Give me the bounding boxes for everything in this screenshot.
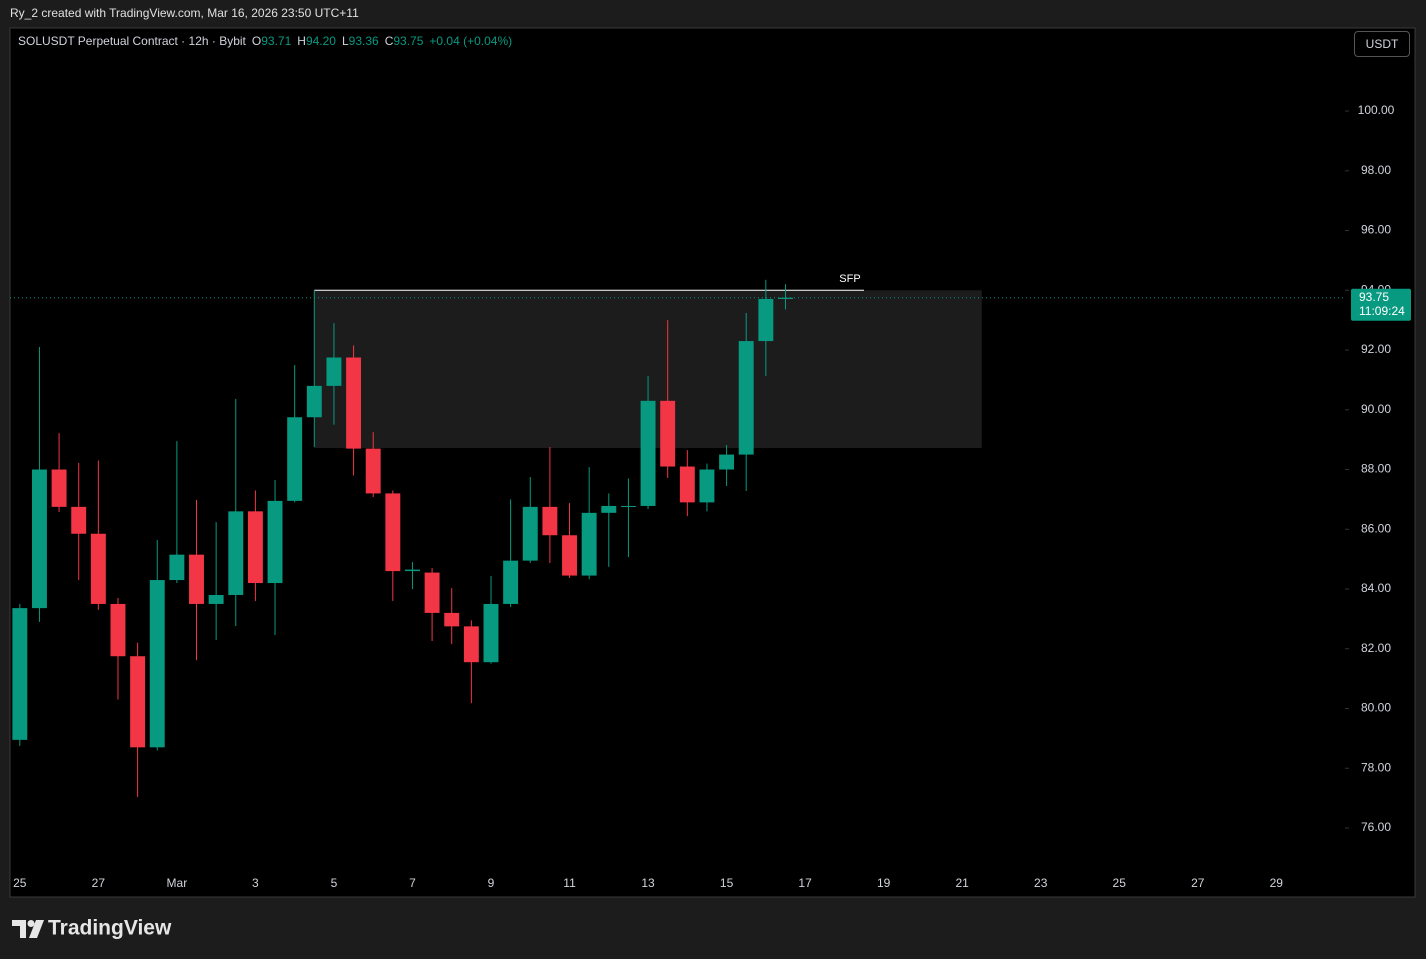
x-tick-label: 15: [720, 876, 734, 890]
candle-body: [424, 572, 440, 613]
candle-body: [562, 535, 577, 576]
y-tick-label: 86.00: [1361, 521, 1391, 535]
candle-body: [346, 357, 362, 449]
candle-body: [228, 511, 244, 595]
y-tick-label: 96.00: [1361, 223, 1391, 237]
change: +0.04 (+0.04%): [429, 34, 513, 48]
symbol: SOLUSDT Perpetual Contract · 12h · Bybit: [18, 34, 246, 48]
candle-body: [169, 554, 185, 581]
candle-body: [463, 626, 479, 663]
x-tick-label: 9: [488, 876, 495, 890]
x-tick-label: 27: [1191, 876, 1205, 890]
ohlc-key: L: [341, 34, 349, 48]
candle-body: [267, 500, 283, 584]
candle-body: [405, 569, 420, 572]
candle-body: [31, 469, 47, 609]
candle-body: [247, 511, 263, 584]
x-tick-label: 25: [1113, 876, 1127, 890]
candle-body: [719, 454, 735, 470]
y-tick-label: 98.00: [1361, 163, 1391, 177]
sfp-label: SFP: [839, 273, 860, 285]
candle-body: [522, 506, 538, 561]
y-tick-label: 80.00: [1361, 701, 1391, 715]
candle-body: [679, 466, 695, 503]
x-tick-label: 19: [877, 876, 891, 890]
y-tick-label: 84.00: [1361, 581, 1391, 595]
y-tick-label: 76.00: [1361, 820, 1391, 834]
x-tick-label: 5: [331, 876, 338, 890]
legend: SOLUSDT Perpetual Contract · 12h · Bybit…: [18, 34, 512, 48]
y-tick-label: 82.00: [1361, 641, 1391, 655]
candle-body: [12, 608, 28, 740]
y-tick-label: 92.00: [1361, 342, 1391, 356]
candle-body: [483, 603, 499, 663]
candle-body: [620, 505, 636, 507]
candle-body: [778, 297, 793, 299]
candle-body: [385, 493, 401, 572]
ohlc-value: 93.75: [393, 34, 424, 48]
price-tag: [1351, 288, 1411, 321]
candle-body: [542, 506, 558, 536]
candle-body: [699, 469, 715, 503]
x-tick-label: 13: [641, 876, 655, 890]
brand-name: TradingView: [48, 917, 172, 940]
x-tick-label: 11: [563, 876, 576, 890]
candle-body: [208, 594, 224, 604]
candle-body: [110, 603, 126, 657]
x-tick-label: 25: [13, 876, 27, 890]
ohlc-value: 93.36: [348, 34, 379, 48]
chart-frame: [9, 27, 1416, 898]
x-tick-label: 7: [409, 876, 416, 890]
x-tick-label: 23: [1034, 876, 1048, 890]
candle-body: [640, 400, 656, 506]
candle-body: [130, 656, 146, 748]
candle-body: [51, 469, 67, 507]
y-tick-label: 88.00: [1361, 462, 1391, 476]
y-tick-label: 90.00: [1361, 402, 1391, 416]
candle-body: [601, 505, 617, 513]
x-tick-label: 17: [798, 876, 812, 890]
ohlc-key: C: [384, 34, 394, 48]
ohlc-key: O: [251, 34, 262, 48]
plot-area: [12, 279, 982, 797]
x-tick-label: 21: [955, 876, 969, 890]
candle-body: [306, 385, 322, 418]
candle-body: [90, 533, 106, 604]
brand-logo: [12, 920, 44, 938]
y-tick-label: 78.00: [1361, 760, 1391, 774]
attribution: Ry_2 created with TradingView.com, Mar 1…: [10, 6, 359, 20]
x-tick-label: Mar: [167, 876, 188, 890]
y-tick-label: 100.00: [1358, 103, 1395, 117]
candle-body: [287, 417, 303, 501]
candle-body: [365, 448, 381, 494]
currency-button[interactable]: USDT: [1354, 31, 1410, 57]
ohlc-key: H: [297, 34, 306, 48]
candle-body: [444, 612, 460, 627]
candle-body: [71, 506, 87, 534]
price-tag-countdown: 11:09:24: [1359, 304, 1405, 318]
candle-body: [581, 512, 597, 576]
candle-body: [149, 580, 165, 748]
candle-body: [326, 357, 342, 386]
ohlc-value: 93.71: [261, 34, 292, 48]
price-tag-value: 93.75: [1359, 290, 1389, 304]
x-tick-label: 3: [252, 876, 259, 890]
candle-body: [738, 341, 754, 455]
candle-body: [189, 554, 204, 604]
x-tick-label: 29: [1270, 876, 1284, 890]
ohlc-value: 94.20: [305, 34, 336, 48]
candle-body: [503, 560, 519, 604]
candle-body: [758, 298, 774, 342]
x-tick-label: 27: [92, 876, 106, 890]
candle-body: [660, 400, 676, 467]
